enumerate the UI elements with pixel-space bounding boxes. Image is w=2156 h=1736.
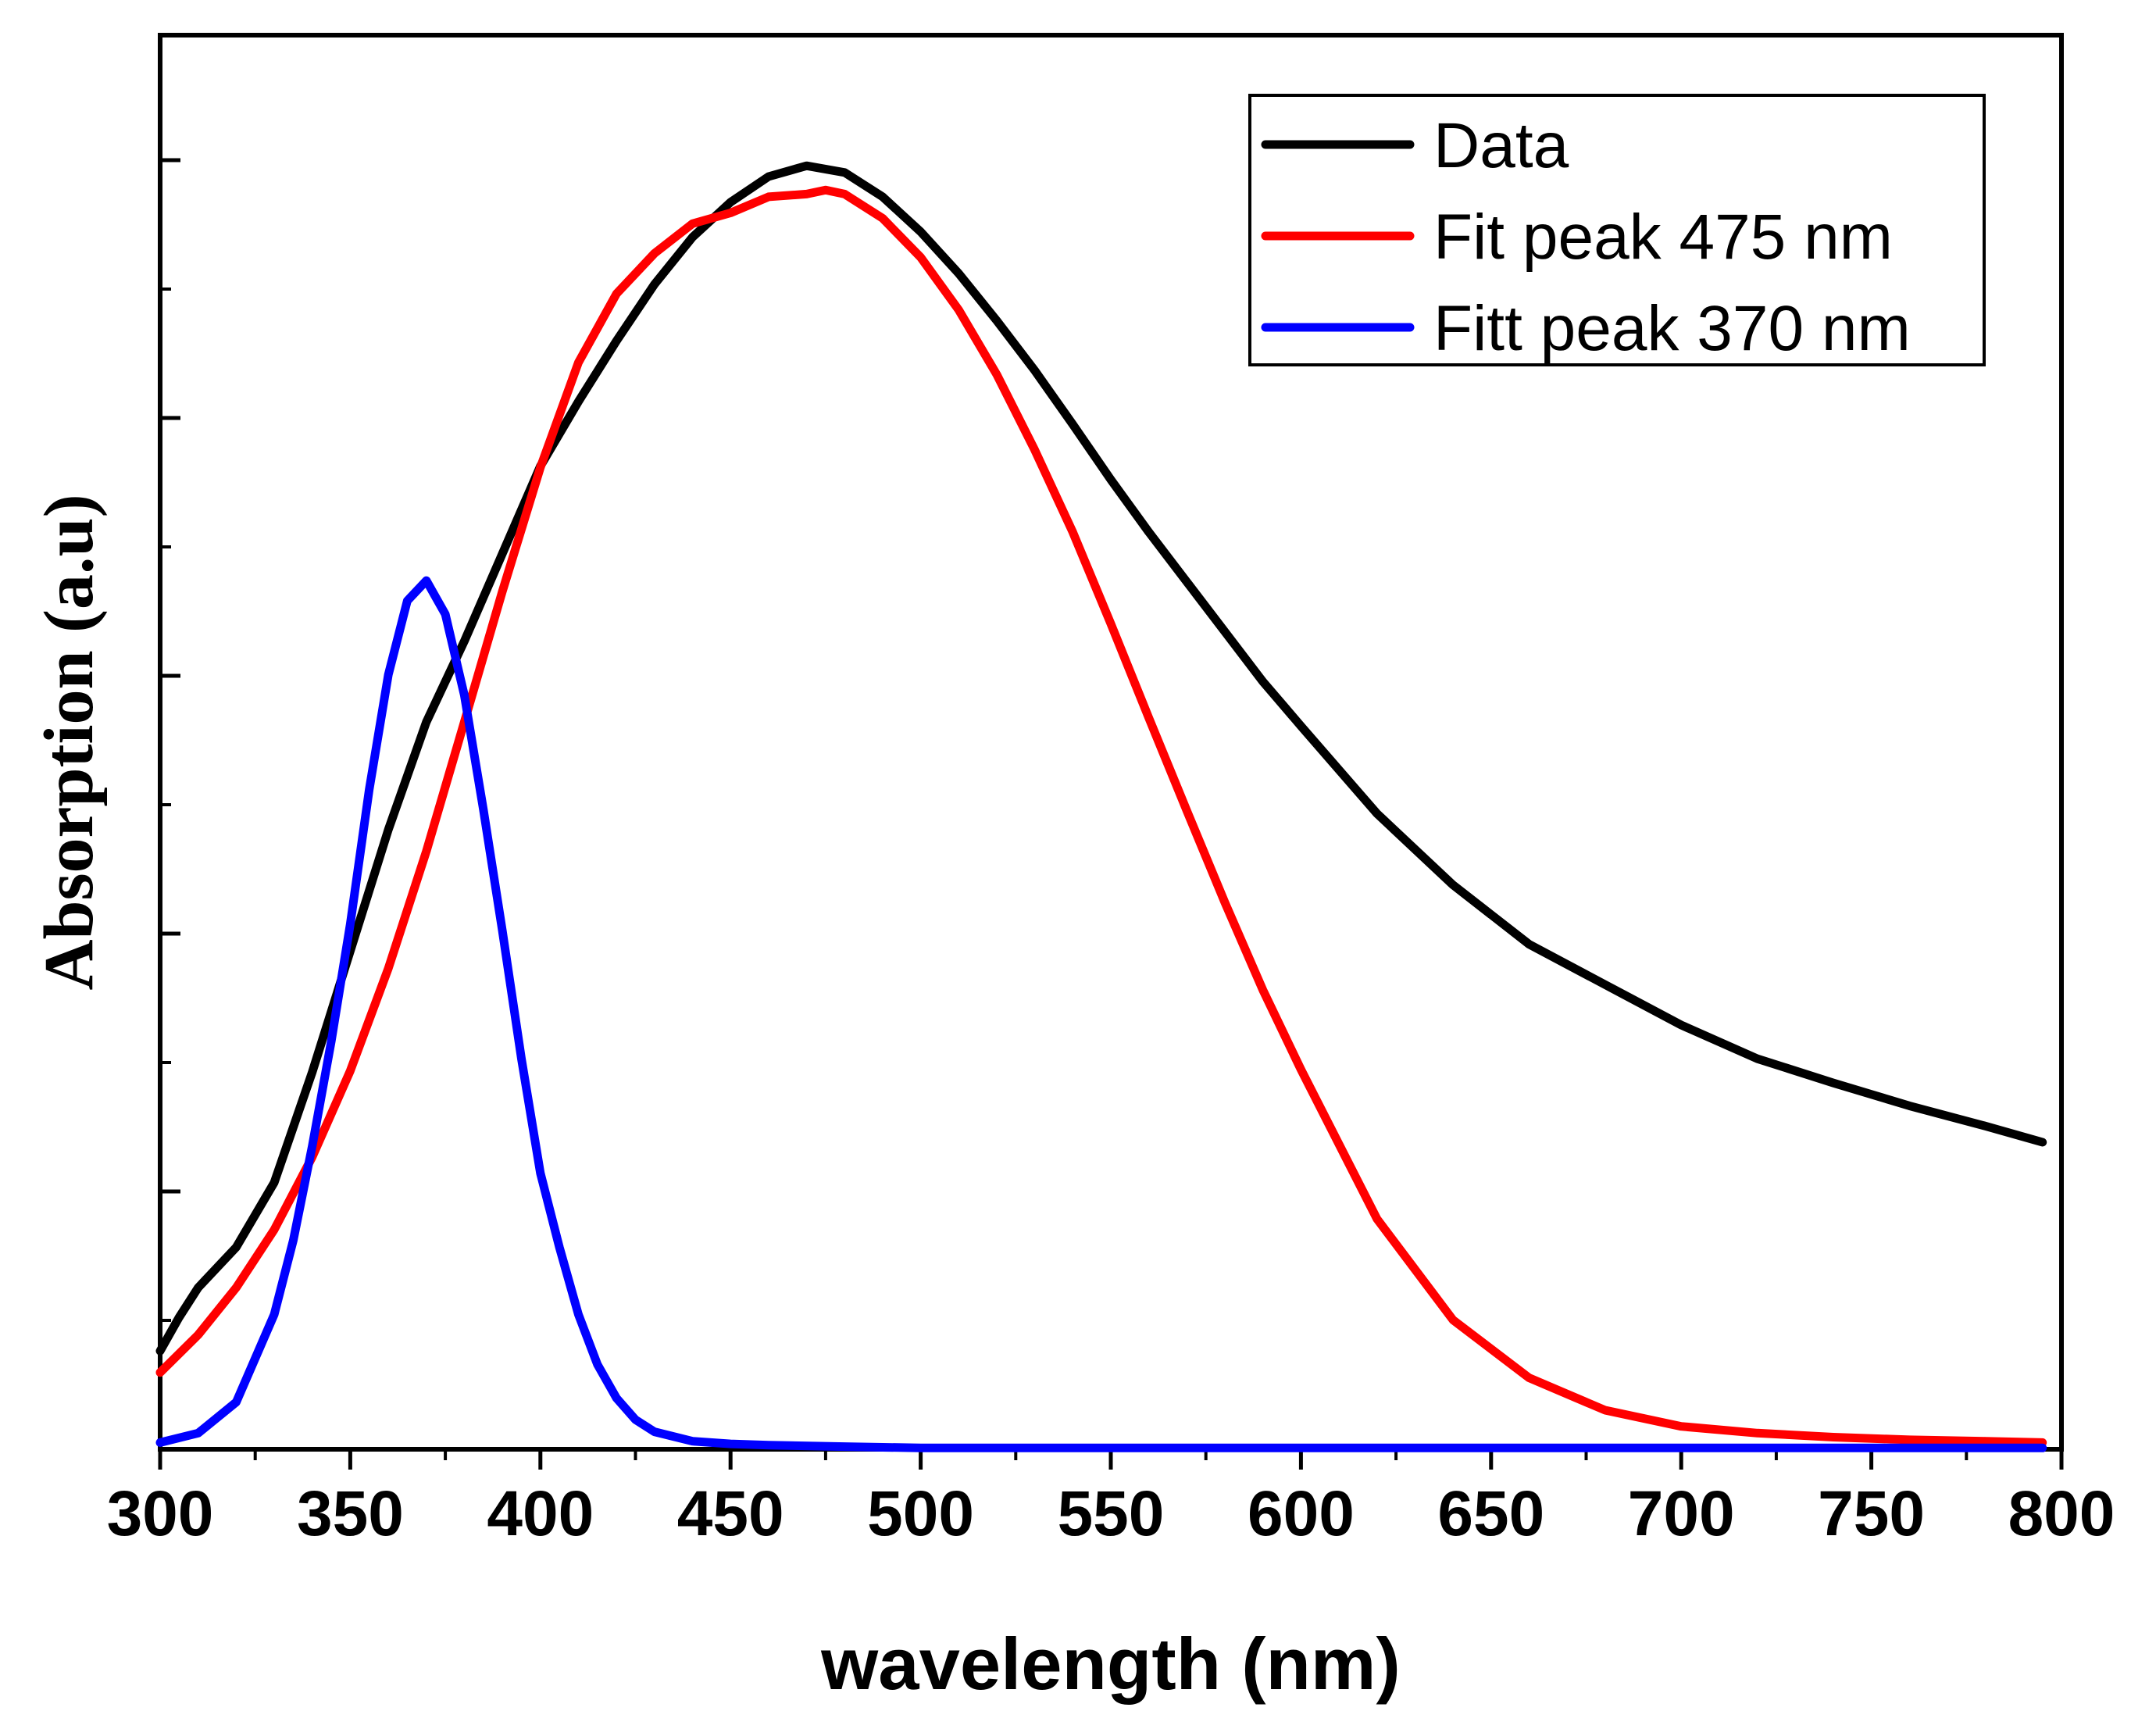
x-tick-label: 500	[867, 1478, 974, 1549]
series-layer	[155, 161, 2047, 1452]
x-tick-label: 400	[487, 1478, 594, 1549]
y-axis-ticks	[160, 158, 180, 1451]
x-tick-label: 350	[297, 1478, 404, 1549]
legend-label: Fitt peak 370 nm	[1433, 293, 1911, 364]
y-axis-title: Absorption (a.u)	[30, 494, 108, 990]
x-tick-label: 650	[1437, 1478, 1544, 1549]
legend: Data Fit peak 475 nm Fitt peak 370 nm	[1248, 94, 1986, 366]
x-tick-label: 750	[1818, 1478, 1925, 1549]
x-axis-ticks: 300 350 400 450 500 550 600 650 700 750 800	[107, 1449, 2115, 1549]
x-tick-label: 300	[107, 1478, 214, 1549]
x-tick-label: 800	[2008, 1478, 2115, 1549]
legend-items: Data Fit peak 475 nm Fitt peak 370 nm	[1261, 110, 1911, 364]
x-tick-label: 700	[1628, 1478, 1735, 1549]
legend-label: Data	[1433, 110, 1569, 181]
legend-label: Fit peak 475 nm	[1433, 202, 1893, 273]
series-line-fit-peak-475-nm	[155, 185, 2047, 1447]
series-line-fitt-peak-370-nm	[155, 576, 2047, 1452]
x-tick-label: 450	[677, 1478, 784, 1549]
x-tick-label: 600	[1248, 1478, 1355, 1549]
series-line-data	[155, 161, 2047, 1356]
x-tick-label: 550	[1058, 1478, 1165, 1549]
x-axis-title: wavelength (nm)	[820, 1623, 1401, 1705]
